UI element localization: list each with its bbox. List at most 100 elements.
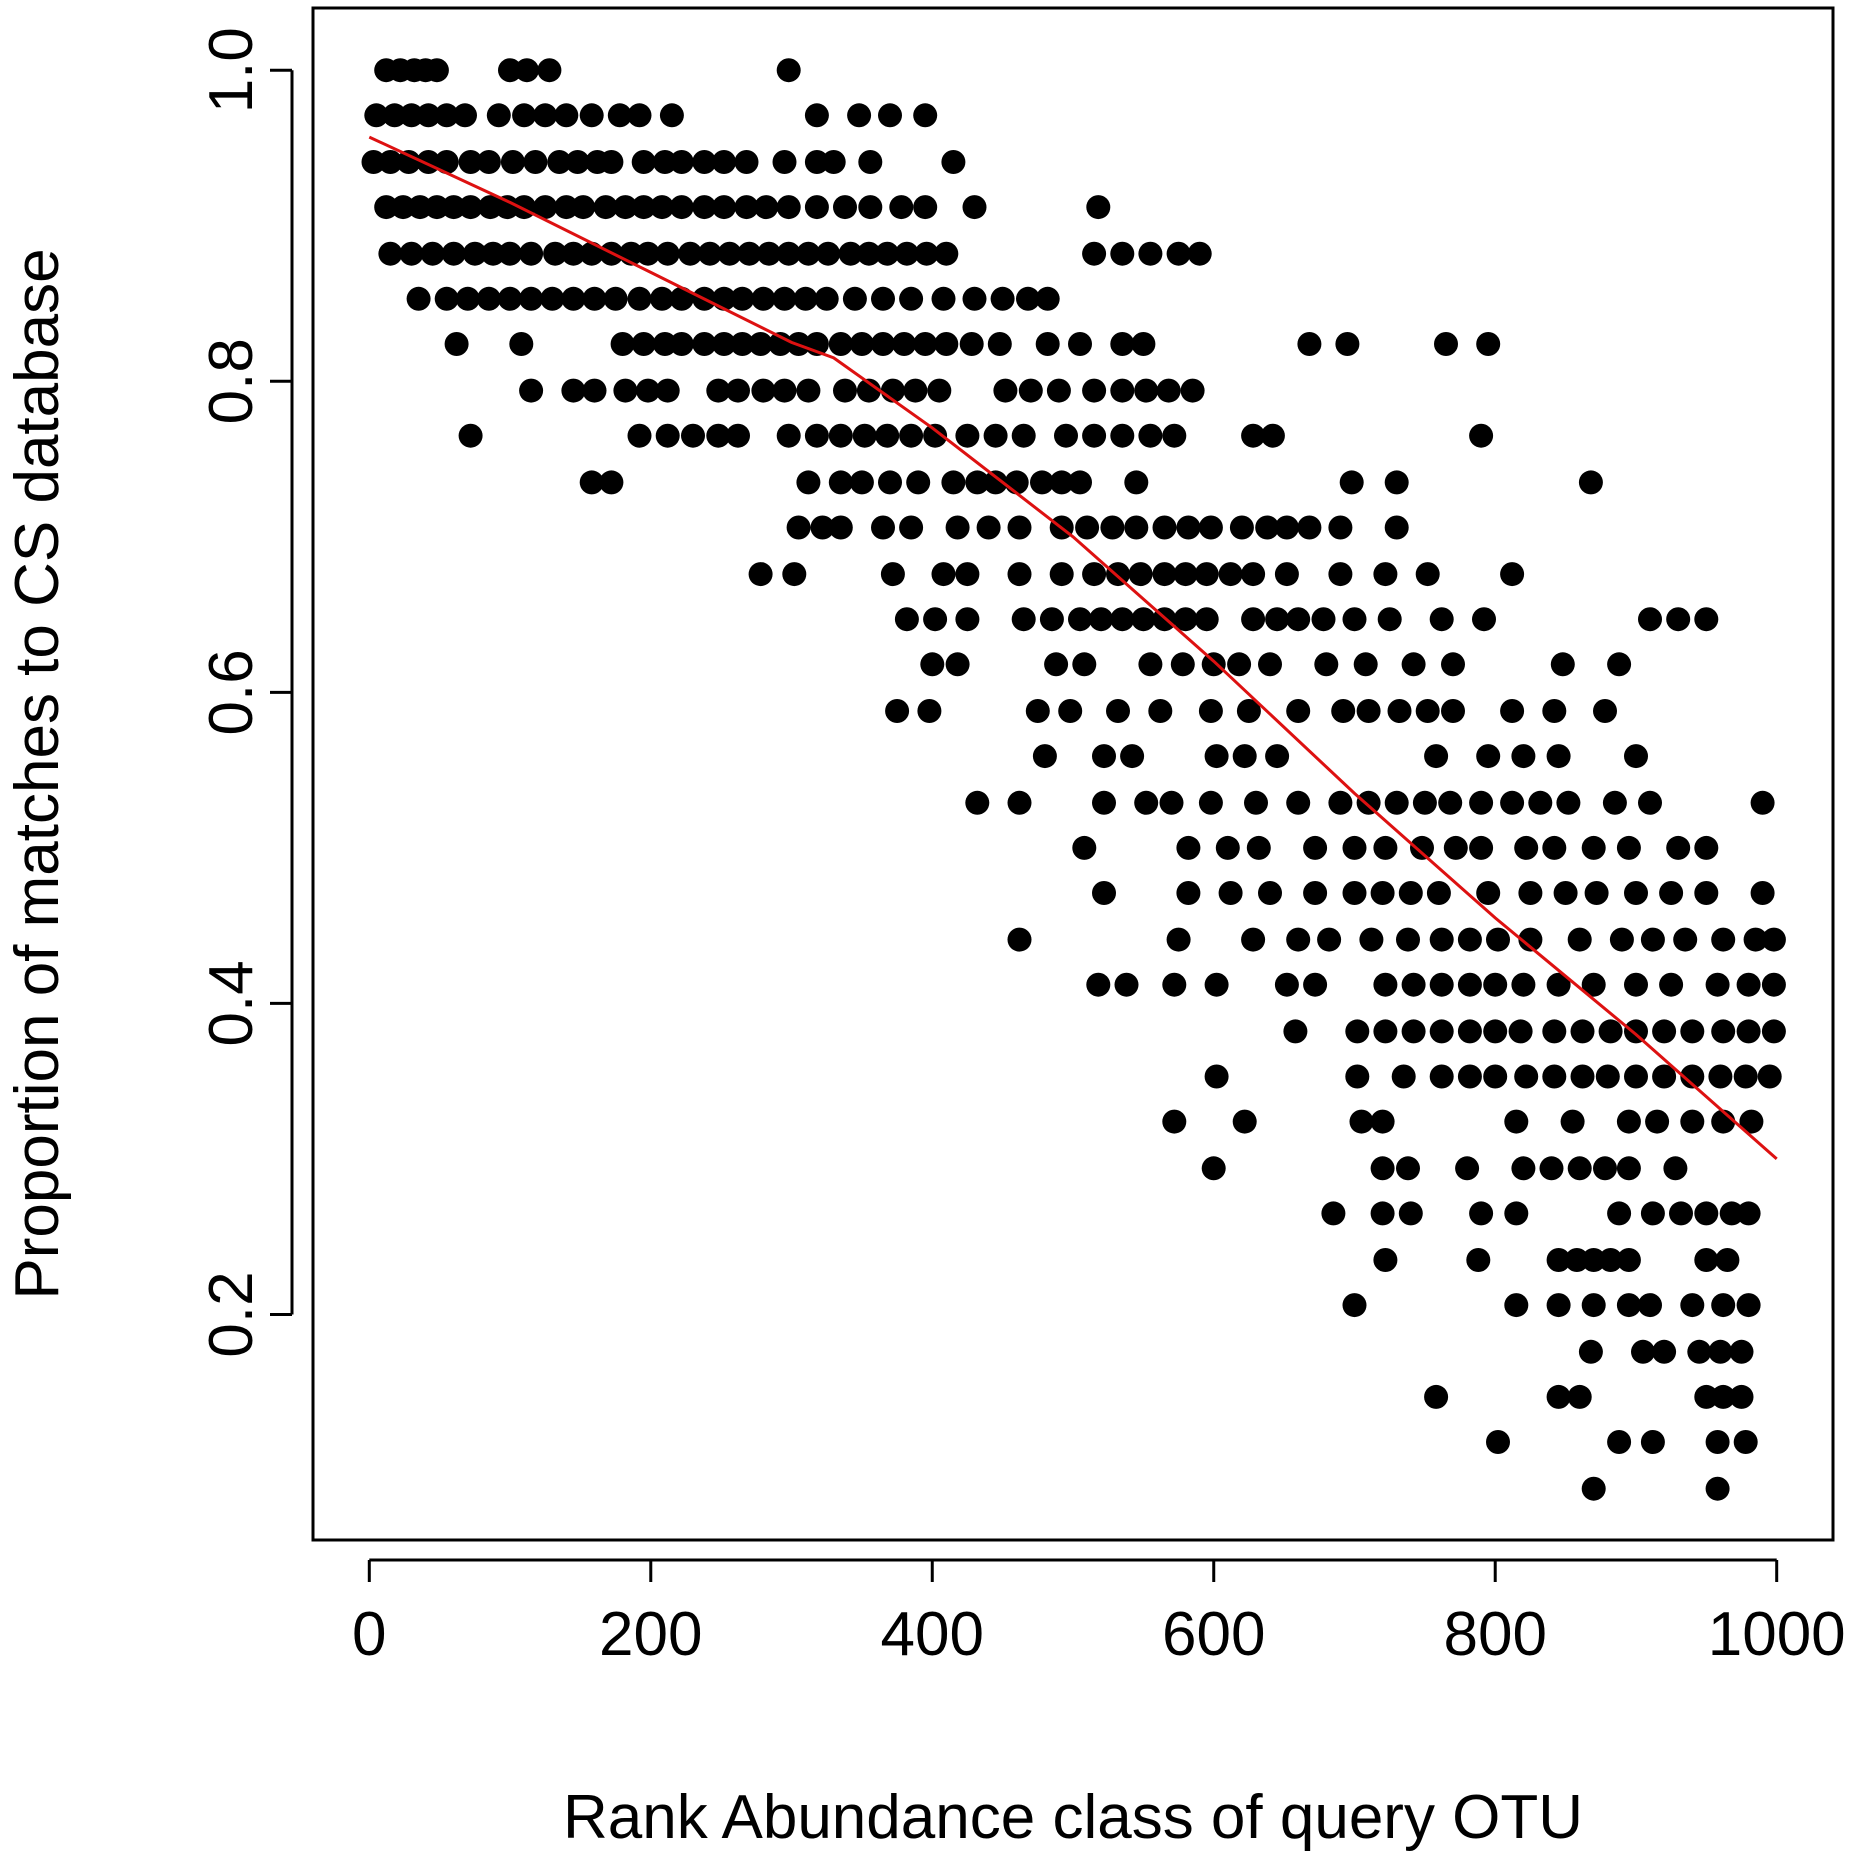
data-point xyxy=(962,195,987,220)
data-point xyxy=(1082,562,1107,587)
data-point xyxy=(659,103,684,128)
data-point xyxy=(650,195,674,220)
data-point xyxy=(565,150,590,174)
data-point xyxy=(1176,881,1201,905)
data-point xyxy=(923,607,948,632)
data-point xyxy=(1345,1064,1370,1089)
data-point xyxy=(1260,423,1285,448)
data-point xyxy=(1131,607,1156,632)
data-point xyxy=(1624,1019,1648,1044)
data-point xyxy=(1711,927,1736,952)
data-point xyxy=(1152,515,1177,540)
plot-frame xyxy=(311,6,1835,1542)
data-point xyxy=(1345,1019,1370,1044)
data-point xyxy=(706,423,731,448)
data-point xyxy=(1539,1156,1564,1181)
data-point xyxy=(1483,972,1508,997)
data-point xyxy=(1303,835,1328,860)
data-point xyxy=(1504,1293,1529,1318)
data-point xyxy=(1666,835,1691,860)
data-point xyxy=(1598,1019,1623,1044)
data-point xyxy=(1550,652,1575,677)
data-point xyxy=(913,103,938,128)
data-point xyxy=(1578,470,1603,495)
data-point xyxy=(1328,562,1353,587)
data-point xyxy=(1659,881,1684,905)
data-point xyxy=(871,515,895,540)
data-point xyxy=(1429,607,1454,632)
data-point xyxy=(945,652,970,677)
data-point xyxy=(1384,515,1409,540)
data-point xyxy=(786,515,811,540)
data-point xyxy=(1476,744,1501,769)
data-point xyxy=(913,332,938,356)
data-point xyxy=(712,150,736,174)
data-point xyxy=(441,195,466,220)
data-point xyxy=(1429,972,1454,997)
data-point xyxy=(931,562,956,587)
data-point xyxy=(1486,927,1510,952)
data-point xyxy=(1166,927,1191,952)
data-point xyxy=(1694,881,1719,905)
data-point xyxy=(814,286,839,311)
data-point xyxy=(561,378,586,403)
data-point xyxy=(523,150,548,174)
data-point xyxy=(1542,835,1567,860)
data-point xyxy=(772,286,797,311)
data-point xyxy=(374,195,399,220)
data-point xyxy=(1424,1384,1449,1409)
data-point xyxy=(1124,515,1149,540)
data-point xyxy=(1030,470,1054,495)
data-point xyxy=(1100,515,1125,540)
data-point xyxy=(1581,1248,1606,1272)
data-point xyxy=(1711,1293,1736,1318)
data-point xyxy=(1232,1109,1257,1134)
data-point xyxy=(561,241,586,266)
data-point xyxy=(1011,423,1036,448)
data-point xyxy=(1068,607,1092,632)
data-point xyxy=(1194,607,1219,632)
data-point xyxy=(1148,699,1173,723)
data-point xyxy=(1410,835,1434,860)
data-point xyxy=(776,423,801,448)
data-point xyxy=(1483,1019,1508,1044)
data-point xyxy=(408,195,432,220)
data-point xyxy=(540,286,565,311)
data-point xyxy=(554,195,579,220)
data-point xyxy=(1353,652,1378,677)
data-point xyxy=(1128,562,1153,587)
data-point xyxy=(420,241,445,266)
data-point xyxy=(751,378,776,403)
data-point xyxy=(1457,1064,1482,1089)
data-point xyxy=(1736,972,1761,997)
data-point xyxy=(804,150,829,174)
data-point xyxy=(1176,515,1201,540)
data-point xyxy=(1241,562,1266,587)
data-point xyxy=(1328,790,1353,815)
data-point xyxy=(462,241,487,266)
data-point xyxy=(1652,1064,1677,1089)
data-point xyxy=(858,195,883,220)
data-point xyxy=(1715,1248,1740,1272)
data-point xyxy=(941,150,966,174)
x-axis-label: Rank Abundance class of query OTU xyxy=(563,1783,1583,1852)
data-point xyxy=(1761,927,1786,952)
data-point xyxy=(776,241,801,266)
data-point xyxy=(1265,607,1290,632)
data-point xyxy=(1159,790,1184,815)
data-point xyxy=(1204,1064,1229,1089)
data-point xyxy=(757,241,781,266)
data-point xyxy=(364,103,389,128)
data-point xyxy=(579,241,604,266)
data-point xyxy=(931,286,956,311)
data-point xyxy=(1232,744,1257,769)
data-point xyxy=(1455,1156,1480,1181)
data-point xyxy=(987,332,1012,356)
data-point xyxy=(1542,699,1567,723)
data-point xyxy=(1511,1156,1536,1181)
data-point xyxy=(1483,1064,1508,1089)
data-point xyxy=(903,378,928,403)
data-point xyxy=(1401,1019,1426,1044)
data-point xyxy=(1303,881,1328,905)
data-point xyxy=(1180,378,1205,403)
